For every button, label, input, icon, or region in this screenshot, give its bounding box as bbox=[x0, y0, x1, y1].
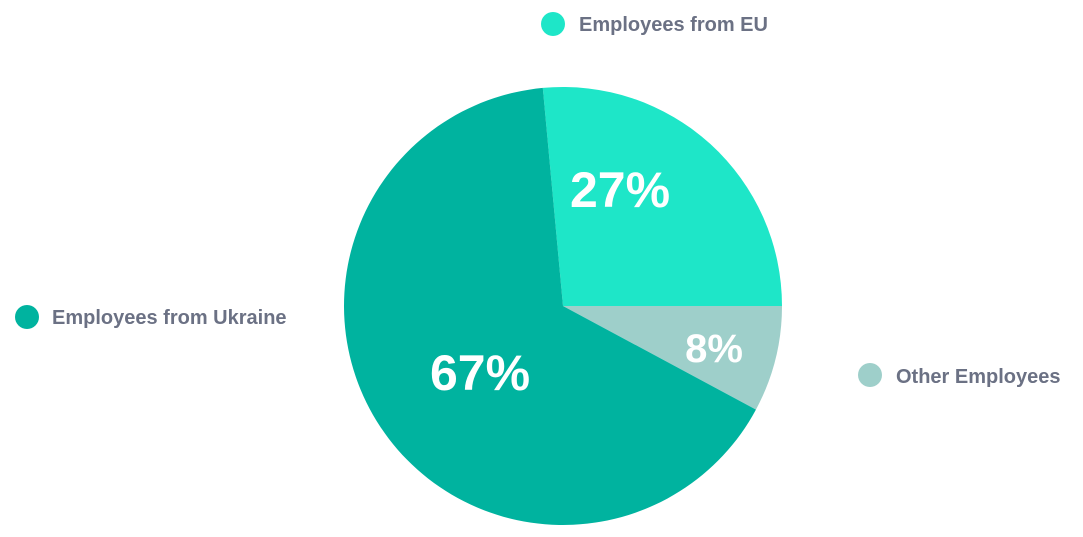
legend-swatch-ukraine bbox=[15, 305, 39, 329]
legend-label-eu: Employees from EU bbox=[579, 14, 768, 36]
legend-label-other: Other Employees bbox=[896, 366, 1061, 388]
pie-slice-other bbox=[563, 306, 782, 410]
legend-item-ukraine: Employees from Ukraine bbox=[15, 305, 287, 329]
legend-swatch-eu bbox=[541, 12, 565, 36]
legend-item-eu: Employees from EU bbox=[541, 12, 768, 36]
legend-label-ukraine: Employees from Ukraine bbox=[52, 307, 287, 329]
pie-slice-ukraine bbox=[343, 87, 756, 526]
slice-label-eu: 27% bbox=[570, 162, 670, 218]
slice-label-ukraine: 67% bbox=[430, 345, 530, 401]
pie-slice-eu bbox=[542, 87, 782, 306]
pie-slices bbox=[343, 87, 782, 526]
legend-swatch-other bbox=[858, 363, 882, 387]
legend-item-other: Other Employees bbox=[858, 363, 1061, 388]
slice-label-other: 8% bbox=[685, 327, 743, 371]
